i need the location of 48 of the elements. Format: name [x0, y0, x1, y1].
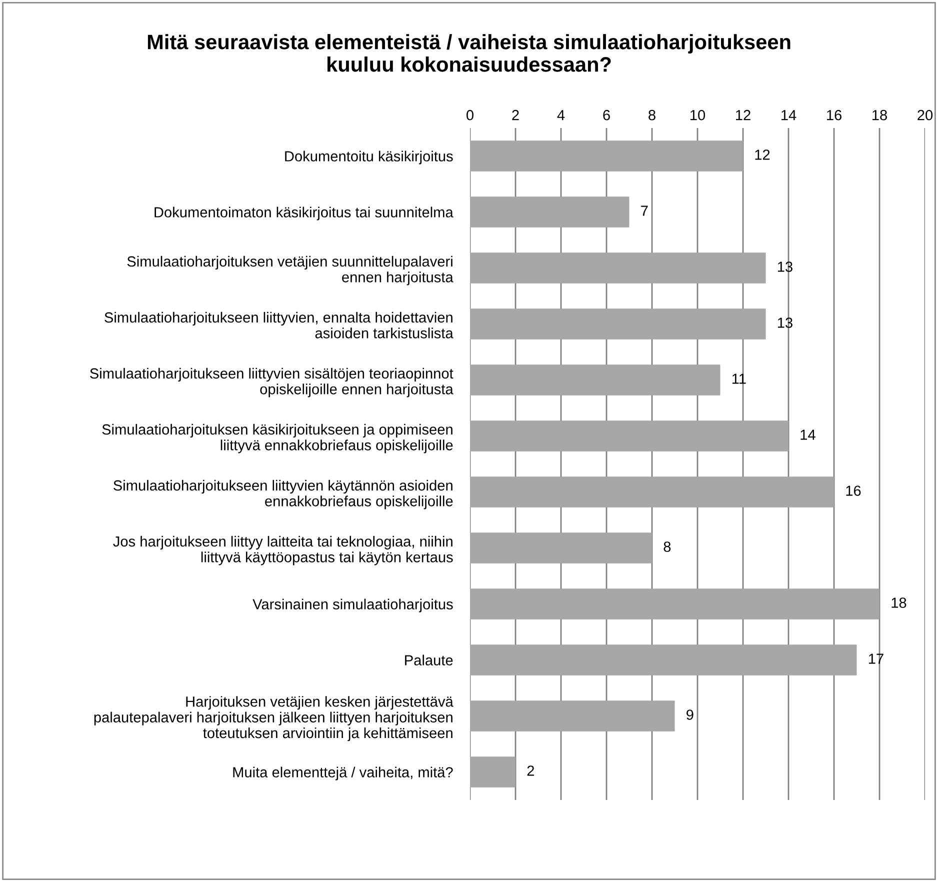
- data-label: 13: [778, 262, 792, 272]
- x-tick-label: 4: [557, 110, 565, 120]
- y-tick-label: Muita elementtejä / vaiheita, mitä?: [233, 766, 453, 780]
- chart-title: Mitä seuraavista elementeistä / vaiheista simulaatioharjoitukseen kuuluu kokonaisuudessaan?: [148, 34, 790, 72]
- y-tick-label: Varsinainen simulaatioharjoitus: [252, 598, 453, 612]
- data-label: 8: [664, 542, 671, 552]
- data-label: 13: [778, 318, 792, 328]
- x-tick-label: 12: [736, 110, 750, 120]
- y-tick-label: Dokumentoitu käsikirjoitus: [285, 150, 453, 164]
- y-tick-label: Palaute: [405, 654, 453, 666]
- y-tick-label: Simulaatioharjoitukseen liittyvien sisältöjen teoriaopinnot opiskelijoille ennen harjoitusta: [90, 368, 454, 398]
- x-tick-label: 14: [782, 110, 796, 120]
- data-label: 14: [800, 430, 816, 440]
- bar: [470, 644, 857, 676]
- data-label: 9: [686, 710, 694, 720]
- bar: [470, 364, 720, 396]
- bar: [470, 252, 766, 284]
- data-label: 16: [846, 486, 861, 496]
- y-tick-label: Simulaatioharjoituksen käsikirjoitukseen ja oppimiseen liittyvä ennakkobriefaus opiskelijoille: [102, 424, 453, 454]
- bar: [470, 196, 630, 228]
- y-tick-label: Dokumentoimaton käsikirjoitus tai suunnitelma: [154, 206, 454, 220]
- y-tick-label: Simulaatioharjoitukseen liittyvien, ennalta hoidettavien asioiden tarkistuslista: [104, 312, 454, 338]
- x-tick-label: 6: [603, 110, 610, 120]
- data-label: 11: [732, 374, 746, 384]
- y-tick-label: Simulaatioharjoituksen vetäjien suunnittelupalaveri ennen harjoitusta: [127, 256, 454, 286]
- x-tick-label: 0: [466, 110, 474, 120]
- x-tick-label: 18: [872, 110, 887, 120]
- bar: [470, 476, 834, 508]
- bar: [470, 420, 788, 452]
- y-tick-label: Jos harjoitukseen liittyy laitteita tai teknologiaa, niihin liittyvä käyttöopastus tai käytön kertaus: [113, 536, 453, 566]
- bar: [470, 756, 516, 788]
- bar: [470, 700, 675, 732]
- y-tick-label: Harjoituksen vetäjien kesken järjestettävä palautepalaveri harjoituksen jälkeen liittyen harjoituksen toteutuksen arviointiin ja kehittämiseen: [94, 696, 454, 742]
- x-tick-label: 2: [512, 110, 519, 120]
- x-tick-label: 16: [827, 110, 842, 120]
- data-label: 12: [755, 150, 770, 160]
- bar: [470, 140, 743, 172]
- bar: [470, 588, 880, 620]
- y-tick-label: Simulaatioharjoitukseen liittyvien käytännön asioiden ennakkobriefaus opiskelijoille: [114, 480, 453, 510]
- bar: [470, 308, 766, 340]
- data-label: 17: [868, 654, 884, 664]
- x-tick-label: 20: [918, 110, 933, 120]
- data-label: 18: [892, 598, 906, 608]
- data-label: 7: [641, 206, 648, 216]
- x-tick-label: 10: [690, 110, 706, 120]
- data-label: 2: [527, 766, 534, 776]
- bar: [470, 532, 652, 564]
- x-tick-label: 8: [648, 110, 656, 120]
